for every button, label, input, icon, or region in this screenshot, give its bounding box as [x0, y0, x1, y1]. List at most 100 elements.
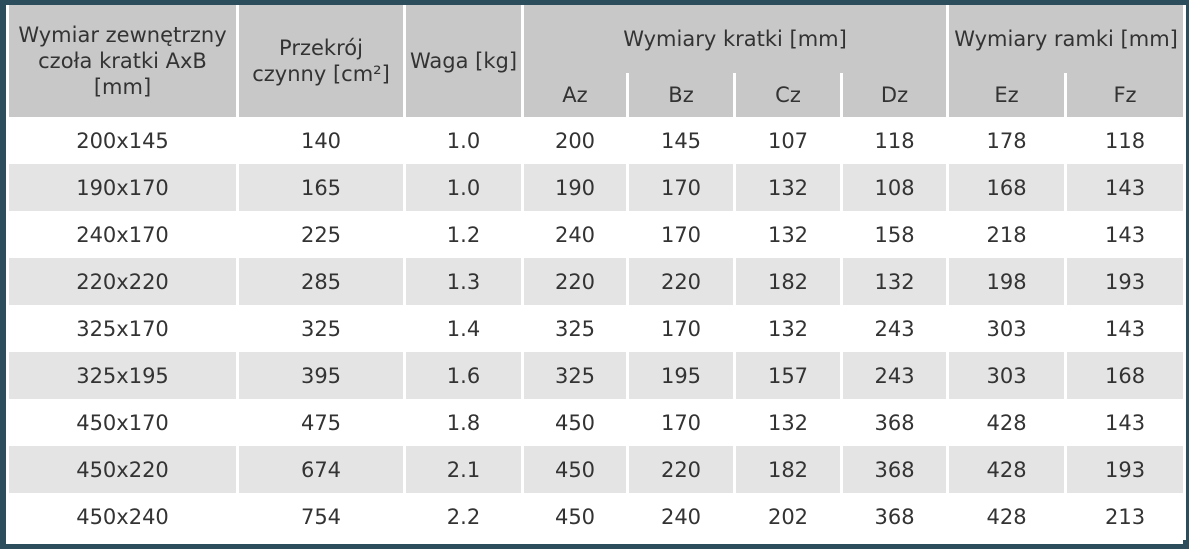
table-cell: 325x195	[6, 352, 239, 399]
table-cell: 1.0	[403, 164, 524, 211]
table-row: 220x220 285 1.3 220 220 182 132 198 193	[6, 258, 1187, 305]
table-cell: 1.2	[403, 211, 524, 258]
table-cell: 132	[733, 399, 843, 446]
table-cell: 140	[236, 117, 406, 164]
table-cell: 1.3	[403, 258, 524, 305]
column-header: Waga [kg]	[403, 5, 524, 117]
subcolumn-header: Dz	[839, 73, 950, 117]
table-cell: 220	[626, 258, 736, 305]
table-cell: 220	[521, 258, 629, 305]
table-cell: 145	[626, 117, 736, 164]
table-header: Wymiar zewnętrzny czoła kratki AxB [mm] P…	[6, 5, 1187, 117]
table-row: 325x170 325 1.4 325 170 132 243 303 143	[6, 305, 1187, 352]
table-cell: 132	[733, 305, 843, 352]
table-cell: 170	[626, 211, 736, 258]
subcolumn-header: Bz	[626, 73, 736, 117]
table-cell: 182	[733, 446, 843, 493]
table-cell: 303	[946, 305, 1068, 352]
table-cell: 368	[839, 399, 950, 446]
table-cell: 213	[1064, 493, 1187, 540]
table-cell: 118	[1064, 117, 1187, 164]
column-header: Wymiar zewnętrzny czoła kratki AxB [mm]	[6, 5, 239, 117]
table-cell: 450	[521, 446, 629, 493]
table-cell: 754	[236, 493, 406, 540]
table-cell: 325	[236, 305, 406, 352]
table-cell: 218	[946, 211, 1068, 258]
table-cell: 475	[236, 399, 406, 446]
table-cell: 182	[733, 258, 843, 305]
table-cell: 193	[1064, 258, 1187, 305]
table-cell: 143	[1064, 305, 1187, 352]
table-cell: 368	[839, 446, 950, 493]
table-cell: 450x170	[6, 399, 239, 446]
table-cell: 165	[236, 164, 406, 211]
table-cell: 428	[946, 446, 1068, 493]
table-cell: 395	[236, 352, 406, 399]
table-cell: 132	[733, 211, 843, 258]
table-cell: 243	[839, 352, 950, 399]
table-cell: 325x170	[6, 305, 239, 352]
table-cell: 240	[626, 493, 736, 540]
table-row: 325x195 395 1.6 325 195 157 243 303 168	[6, 352, 1187, 399]
table-row: 200x145 140 1.0 200 145 107 118 178 118	[6, 117, 1187, 164]
subcolumn-header: Ez	[946, 73, 1068, 117]
table-cell: 170	[626, 164, 736, 211]
subheader-row: Az Bz Cz Dz Ez Fz	[8, 73, 1187, 117]
table-cell: 143	[1064, 211, 1187, 258]
table-row: 450x220 674 2.1 450 220 182 368 428 193	[6, 446, 1187, 493]
table-cell: 240	[521, 211, 629, 258]
table-cell: 195	[626, 352, 736, 399]
table-row: 450x240 754 2.2 450 240 202 368 428 213	[6, 493, 1187, 540]
table-cell: 143	[1064, 164, 1187, 211]
table-cell: 243	[839, 305, 950, 352]
column-header: Przekrój czynny [cm²]	[236, 5, 406, 117]
table-row: 240x170 225 1.2 240 170 132 158 218 143	[6, 211, 1187, 258]
table-cell: 450	[521, 399, 629, 446]
table-cell: 193	[1064, 446, 1187, 493]
table-cell: 450x220	[6, 446, 239, 493]
table-cell: 168	[946, 164, 1068, 211]
table-cell: 220x220	[6, 258, 239, 305]
table-cell: 240x170	[6, 211, 239, 258]
table-cell: 143	[1064, 399, 1187, 446]
table-cell: 325	[521, 305, 629, 352]
table-cell: 190x170	[6, 164, 239, 211]
table-cell: 202	[733, 493, 843, 540]
table-body: 200x145 140 1.0 200 145 107 118 178 118 190x170 16…	[6, 117, 1187, 540]
table-cell: 132	[839, 258, 950, 305]
table-cell: 450x240	[6, 493, 239, 540]
table-cell: 368	[839, 493, 950, 540]
table-cell: 1.4	[403, 305, 524, 352]
table-cell: 428	[946, 399, 1068, 446]
table-row: 450x170 475 1.8 450 170 132 368 428 143	[6, 399, 1187, 446]
table-cell: 1.0	[403, 117, 524, 164]
table-frame: Wymiar zewnętrzny czoła kratki AxB [mm] P…	[6, 5, 1187, 544]
table-cell: 674	[236, 446, 406, 493]
header-row: Wymiar zewnętrzny czoła kratki AxB [mm] P…	[6, 5, 1187, 117]
table-cell: 170	[626, 399, 736, 446]
table-cell: 225	[236, 211, 406, 258]
subcolumn-header: Cz	[733, 73, 843, 117]
table-cell: 198	[946, 258, 1068, 305]
table-cell: 132	[733, 164, 843, 211]
table-cell: 1.8	[403, 399, 524, 446]
spec-table: Wymiar zewnętrzny czoła kratki AxB [mm] P…	[6, 5, 1187, 540]
group-header: Wymiary kratki [mm]	[520, 5, 950, 73]
table-cell: 168	[1064, 352, 1187, 399]
table-cell: 178	[946, 117, 1068, 164]
table-cell: 2.2	[403, 493, 524, 540]
table-cell: 428	[946, 493, 1068, 540]
table-cell: 108	[839, 164, 950, 211]
subcolumn-header: Az	[521, 73, 629, 117]
subcolumn-header: Fz	[1064, 73, 1187, 117]
table-cell: 2.1	[403, 446, 524, 493]
table-cell: 157	[733, 352, 843, 399]
table-cell: 190	[521, 164, 629, 211]
table-cell: 200x145	[6, 117, 239, 164]
table-cell: 158	[839, 211, 950, 258]
table-cell: 303	[946, 352, 1068, 399]
table-row: 190x170 165 1.0 190 170 132 108 168 143	[6, 164, 1187, 211]
table-cell: 118	[839, 117, 950, 164]
table-cell: 200	[521, 117, 629, 164]
